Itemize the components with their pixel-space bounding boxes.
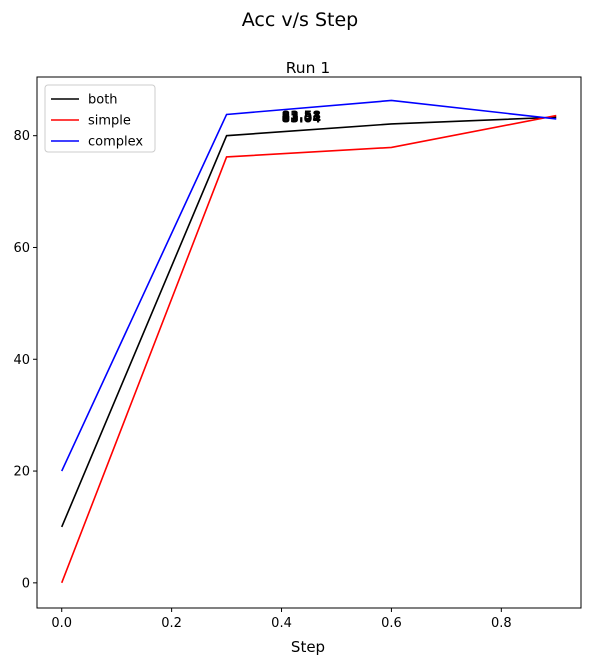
x-tick-label: 0.8 [491,616,512,631]
y-tick-label: 60 [13,241,30,256]
x-tick-label: 0.6 [381,616,402,631]
x-tick-label: 0.2 [161,616,182,631]
series-line-complex [61,99,557,472]
legend-box [44,84,156,153]
x-tick-label: 0.4 [271,616,292,631]
axes-title: Run 1 [286,59,331,77]
legend-label-both: both [88,93,118,108]
y-tick-label: 80 [13,129,30,144]
y-tick-label: 0 [22,576,30,591]
x-tick-label: 0.0 [51,616,72,631]
series-line-both [60,116,557,528]
legend-label-complex: complex [88,135,143,150]
data-annotation: 83.58 [282,108,322,123]
y-tick-label: 40 [13,353,30,368]
figure-title: Acc v/s Step [242,9,358,31]
series-line-simple [60,114,557,584]
legend-label-simple: simple [88,114,131,129]
x-axis-label: Step [291,638,325,656]
axes-frame [36,76,582,609]
y-tick-label: 20 [13,465,30,480]
data-annotation: 83.31 [282,109,322,124]
data-annotation: 83.04 [282,111,322,126]
